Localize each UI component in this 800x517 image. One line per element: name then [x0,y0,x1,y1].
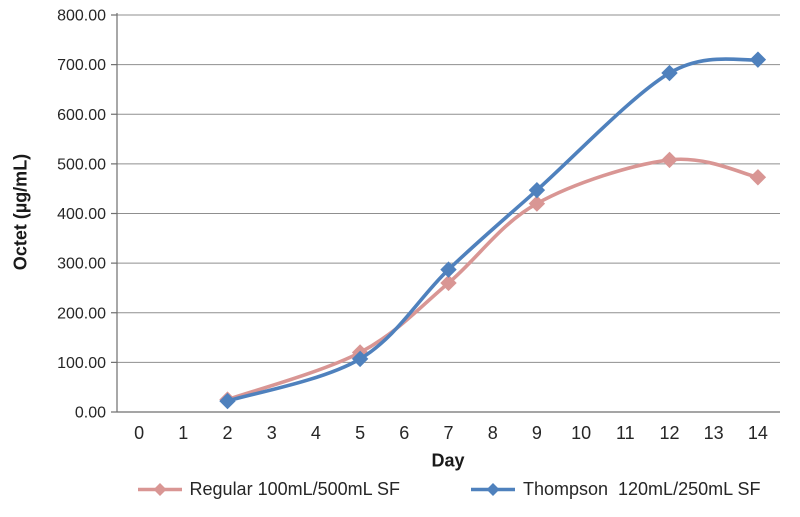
y-tick-label: 200.00 [57,305,106,322]
legend: Regular 100mL/500mL SF Thompson 120mL/25… [117,479,780,500]
series-0-marker [749,169,767,186]
y-tick-label: 400.00 [57,206,106,223]
series-1-line [225,57,760,403]
legend-label-regular: Regular 100mL/500mL SF [189,479,400,499]
y-tick-label: 800.00 [57,8,106,25]
x-tick-label: 3 [267,423,277,443]
y-axis-title: Octet (µg/mL) [10,153,31,271]
series-1-marker [749,51,767,68]
x-tick-label: 4 [311,423,321,443]
legend-item-thompson: Thompson 120mL/250mL SF [470,479,760,500]
series-0-line [225,157,760,402]
x-tick-label: 12 [659,423,679,443]
series-0-marker [440,274,457,292]
series-1-marker [351,350,369,368]
series-0-marker [661,151,678,169]
x-tick-label: 6 [399,423,409,443]
x-tick-label: 0 [134,423,144,443]
x-axis-title: Day [431,450,465,471]
x-tick-label: 7 [443,423,453,443]
x-tick-label: 9 [532,423,542,443]
x-tick-label: 13 [704,423,724,443]
y-tick-label: 700.00 [57,57,106,74]
y-tick-label: 100.00 [57,355,106,372]
x-tick-label: 5 [355,423,365,443]
y-tick-label: 500.00 [57,156,106,173]
legend-marker-thompson-icon [470,483,515,496]
y-tick-label: 600.00 [57,107,106,124]
x-tick-label: 2 [222,423,232,443]
series-1-marker [528,181,546,199]
legend-label-thompson: Thompson 120mL/250mL SF [522,479,761,499]
x-tick-label: 14 [748,423,768,443]
y-tick-label: 300.00 [57,256,106,273]
series-1-marker [661,64,678,82]
x-tick-label: 10 [571,423,591,443]
x-tick-label: 8 [488,423,498,443]
x-tick-label: 11 [616,423,635,443]
y-tick-label: 0.00 [75,405,106,422]
series-0-marker [528,195,546,212]
series-1-marker [219,392,236,410]
legend-item-regular: Regular 100mL/500mL SF [137,479,400,500]
x-tick-label: 1 [178,423,188,443]
legend-marker-regular-icon [137,483,182,496]
series-1-marker [440,261,457,278]
